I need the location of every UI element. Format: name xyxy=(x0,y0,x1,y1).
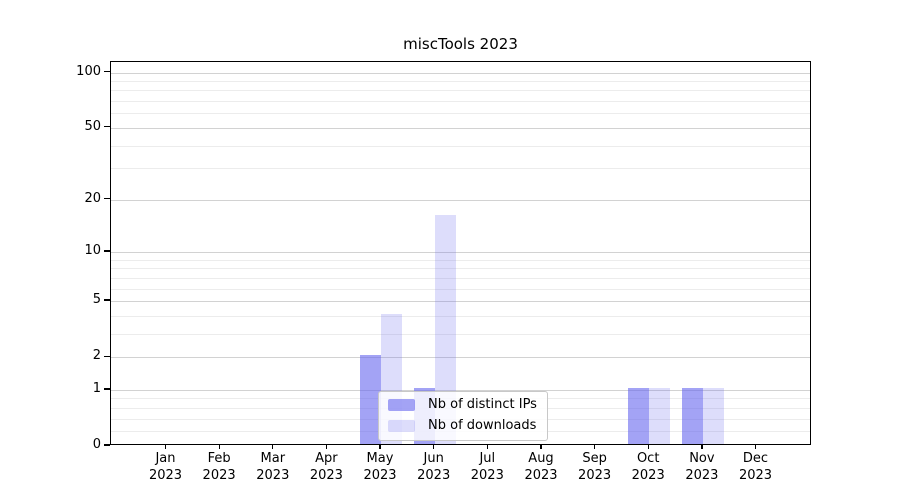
x-tick-year: 2023 xyxy=(363,467,397,483)
y-tick-mark-5 xyxy=(104,299,110,301)
y-tick-mark-10 xyxy=(104,250,110,252)
y-tick-label-5: 5 xyxy=(92,292,101,307)
chart-title: miscTools 2023 xyxy=(403,35,518,53)
legend-label-downloads: Nb of downloads xyxy=(428,418,537,433)
x-tick-mark-oct xyxy=(647,445,649,449)
x-tick-label-feb: Feb 2023 xyxy=(192,451,246,484)
y-tick-mark-50 xyxy=(104,126,110,128)
x-tick-label-jul: Jul 2023 xyxy=(460,451,514,484)
x-tick-month: Apr xyxy=(315,451,338,466)
x-tick-year: 2023 xyxy=(524,467,558,483)
major-gridline-2 xyxy=(111,357,810,359)
x-tick-mark-feb xyxy=(218,445,220,449)
x-tick-year: 2023 xyxy=(309,467,343,483)
x-tick-month: Mar xyxy=(260,451,286,466)
x-tick-month: Dec xyxy=(742,451,769,466)
minor-gridline-3 xyxy=(111,333,810,335)
x-tick-month: Nov xyxy=(689,451,715,466)
x-tick-mark-jan xyxy=(164,445,167,449)
plot-area xyxy=(110,61,811,445)
x-tick-year: 2023 xyxy=(685,467,719,483)
major-gridline-5 xyxy=(111,301,810,302)
x-tick-year: 2023 xyxy=(631,467,665,483)
y-tick-label-2: 2 xyxy=(92,348,101,364)
minor-gridline-6 xyxy=(111,288,810,290)
x-tick-mark-nov xyxy=(701,445,703,449)
minor-gridline-60 xyxy=(111,113,810,115)
x-tick-mark-apr xyxy=(325,445,328,449)
x-tick-year: 2023 xyxy=(470,467,504,483)
x-tick-month: Feb xyxy=(207,451,231,466)
x-tick-mark-aug xyxy=(540,445,542,449)
bar-nov-downloads xyxy=(702,387,724,444)
x-tick-label-apr: Apr 2023 xyxy=(299,451,353,484)
y-tick-label-50: 50 xyxy=(84,118,101,134)
x-tick-label-may: May 2023 xyxy=(353,451,407,484)
y-tick-mark-0 xyxy=(104,444,110,446)
x-tick-label-sep: Sep 2023 xyxy=(568,451,622,484)
x-tick-mark-jul xyxy=(486,445,488,449)
minor-gridline-80 xyxy=(111,90,810,92)
minor-gridline-9 xyxy=(111,259,810,261)
x-tick-label-mar: Mar 2023 xyxy=(246,451,300,484)
y-tick-label-10: 10 xyxy=(84,242,101,258)
minor-gridline-40 xyxy=(111,145,810,147)
x-tick-month: Jun xyxy=(423,451,444,466)
x-tick-month: Aug xyxy=(528,451,554,466)
x-tick-year: 2023 xyxy=(256,467,290,483)
x-tick-month: Oct xyxy=(636,451,660,466)
bar-jun-downloads xyxy=(434,214,456,444)
legend-label-distinct-ips: Nb of distinct IPs xyxy=(428,397,537,412)
legend-swatch-distinct-ips-icon xyxy=(388,399,415,411)
x-tick-year: 2023 xyxy=(738,467,773,483)
y-tick-mark-1 xyxy=(104,388,110,390)
y-tick-mark-100 xyxy=(104,70,110,73)
x-tick-label-oct: Oct 2023 xyxy=(621,451,675,484)
x-tick-mark-may xyxy=(379,445,381,449)
legend: Nb of distinct IPs Nb of downloads xyxy=(378,391,548,441)
y-tick-label-0: 0 xyxy=(92,437,101,452)
major-gridline-10 xyxy=(111,251,810,253)
minor-gridline-70 xyxy=(111,101,810,102)
x-tick-label-jun: Jun 2023 xyxy=(407,451,461,484)
major-gridline-50 xyxy=(111,127,810,129)
minor-gridline-7 xyxy=(111,277,810,279)
x-tick-label-dec: Dec 2023 xyxy=(729,451,783,484)
minor-gridline-30 xyxy=(111,168,810,170)
x-tick-month: Jan xyxy=(155,451,176,466)
y-tick-mark-2 xyxy=(104,355,110,357)
x-tick-label-nov: Nov 2023 xyxy=(675,451,729,484)
minor-gridline-4 xyxy=(111,315,810,317)
x-tick-mark-sep xyxy=(594,445,596,449)
x-tick-year: 2023 xyxy=(148,467,183,483)
bar-oct-distinct-ips xyxy=(628,387,650,444)
bar-oct-downloads xyxy=(649,387,671,444)
major-gridline-20 xyxy=(111,199,810,201)
minor-gridline-90 xyxy=(111,80,810,82)
major-gridline-1 xyxy=(111,389,810,391)
legend-swatch-downloads-icon xyxy=(388,420,415,432)
bar-nov-distinct-ips xyxy=(681,387,703,444)
x-tick-label-aug: Aug 2023 xyxy=(514,451,568,484)
x-tick-month: May xyxy=(366,451,394,466)
x-tick-mark-dec xyxy=(754,445,757,449)
x-tick-mark-jun xyxy=(433,445,435,449)
y-tick-label-20: 20 xyxy=(84,190,101,206)
major-gridline-100 xyxy=(111,72,810,74)
x-tick-mark-mar xyxy=(272,445,274,449)
y-tick-mark-20 xyxy=(104,198,110,200)
minor-gridline-8 xyxy=(111,268,810,270)
x-tick-year: 2023 xyxy=(202,467,236,483)
x-tick-month: Sep xyxy=(582,451,607,466)
legend-item-downloads: Nb of downloads xyxy=(388,419,537,433)
y-tick-label-100: 100 xyxy=(76,63,101,79)
legend-item-distinct-ips: Nb of distinct IPs xyxy=(388,398,537,412)
y-tick-label-1: 1 xyxy=(92,380,101,396)
x-tick-label-jan: Jan 2023 xyxy=(139,451,193,484)
x-tick-year: 2023 xyxy=(417,467,451,483)
x-tick-year: 2023 xyxy=(578,467,612,483)
x-tick-month: Jul xyxy=(479,451,496,466)
bar-may-distinct-ips xyxy=(360,355,381,444)
